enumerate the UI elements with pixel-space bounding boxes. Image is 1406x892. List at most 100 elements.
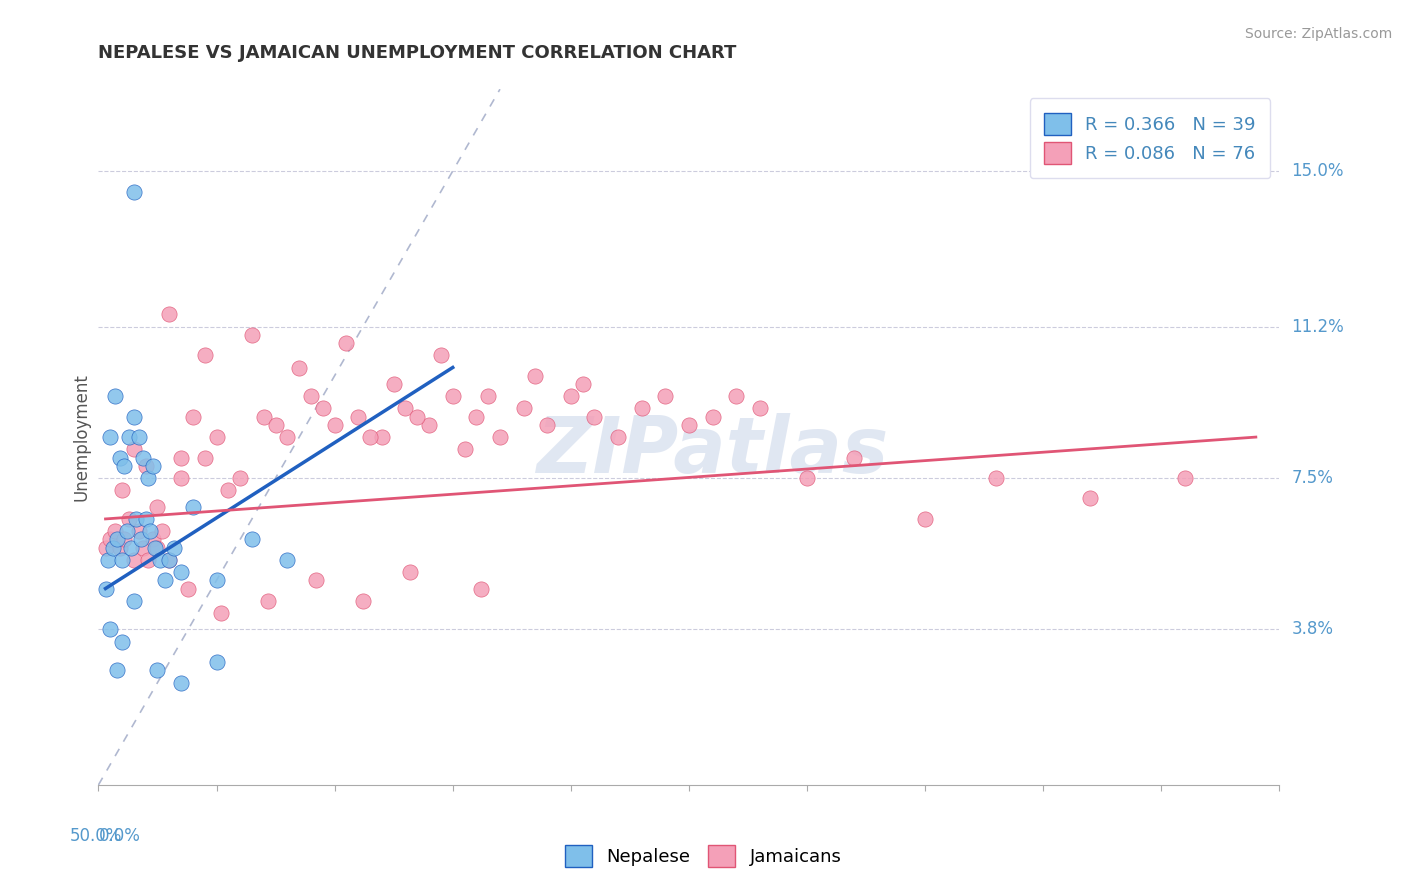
Point <box>98 623 121 637</box>
Point <box>108 450 131 465</box>
Point <box>111 483 134 498</box>
Point <box>394 401 416 416</box>
Point <box>748 401 770 416</box>
Point <box>136 553 159 567</box>
Point <box>170 675 193 690</box>
Point <box>136 471 159 485</box>
Point <box>121 541 143 555</box>
Point <box>132 450 155 465</box>
Point <box>371 430 394 444</box>
Point <box>125 512 148 526</box>
Text: 15.0%: 15.0% <box>1291 162 1344 180</box>
Point <box>157 553 180 567</box>
Point <box>335 335 357 350</box>
Point <box>323 417 346 432</box>
Point <box>536 417 558 432</box>
Point <box>170 565 193 579</box>
Point <box>150 524 173 539</box>
Point <box>399 565 422 579</box>
Point <box>914 512 936 526</box>
Point <box>205 655 228 669</box>
Point <box>94 582 117 596</box>
Point <box>276 553 298 567</box>
Text: 0.0%: 0.0% <box>98 827 141 845</box>
Point <box>118 430 141 444</box>
Point <box>139 524 162 539</box>
Point <box>240 533 263 547</box>
Text: 50.0%: 50.0% <box>70 827 122 845</box>
Point <box>489 430 512 444</box>
Point <box>524 368 547 383</box>
Point <box>470 582 492 596</box>
Point <box>406 409 429 424</box>
Point <box>104 524 127 539</box>
Point <box>153 574 176 588</box>
Point <box>118 512 141 526</box>
Point <box>257 594 280 608</box>
Point <box>105 533 128 547</box>
Point <box>630 401 652 416</box>
Point <box>97 553 120 567</box>
Point <box>678 417 700 432</box>
Point <box>135 512 157 526</box>
Point <box>194 450 217 465</box>
Text: 11.2%: 11.2% <box>1291 318 1344 335</box>
Point <box>796 471 818 485</box>
Point <box>163 541 186 555</box>
Point <box>101 541 124 555</box>
Point <box>128 524 150 539</box>
Point <box>477 389 499 403</box>
Point <box>312 401 335 416</box>
Point <box>984 471 1007 485</box>
Text: Source: ZipAtlas.com: Source: ZipAtlas.com <box>1244 27 1392 41</box>
Point <box>157 307 180 321</box>
Point <box>112 458 135 473</box>
Point <box>177 582 200 596</box>
Point <box>264 417 287 432</box>
Point <box>132 541 155 555</box>
Point <box>465 409 488 424</box>
Point <box>217 483 239 498</box>
Point <box>108 541 131 555</box>
Point <box>1080 491 1102 506</box>
Legend: Nepalese, Jamaicans: Nepalese, Jamaicans <box>557 838 849 874</box>
Point <box>441 389 464 403</box>
Point <box>98 430 121 444</box>
Point <box>288 360 311 375</box>
Text: 7.5%: 7.5% <box>1291 469 1333 487</box>
Legend: R = 0.366   N = 39, R = 0.086   N = 76: R = 0.366 N = 39, R = 0.086 N = 76 <box>1029 98 1271 178</box>
Point <box>702 409 724 424</box>
Point <box>122 185 145 199</box>
Point <box>122 594 145 608</box>
Point <box>512 401 534 416</box>
Point <box>347 409 370 424</box>
Point <box>305 574 328 588</box>
Point <box>146 500 169 514</box>
Point <box>430 348 453 362</box>
Point <box>122 409 145 424</box>
Y-axis label: Unemployment: Unemployment <box>72 373 90 501</box>
Point <box>453 442 475 457</box>
Point <box>128 430 150 444</box>
Point <box>111 553 134 567</box>
Point <box>844 450 866 465</box>
Point <box>299 389 322 403</box>
Point <box>149 553 172 567</box>
Point <box>382 376 405 391</box>
Point <box>157 553 180 567</box>
Point <box>205 574 228 588</box>
Point <box>607 430 630 444</box>
Point <box>1174 471 1197 485</box>
Point <box>142 458 165 473</box>
Point <box>418 417 440 432</box>
Point <box>94 541 117 555</box>
Point <box>560 389 582 403</box>
Point <box>352 594 374 608</box>
Point <box>146 541 169 555</box>
Point <box>571 376 593 391</box>
Point <box>104 389 127 403</box>
Point <box>129 533 152 547</box>
Point <box>181 409 204 424</box>
Text: 3.8%: 3.8% <box>1291 621 1333 639</box>
Point <box>98 533 121 547</box>
